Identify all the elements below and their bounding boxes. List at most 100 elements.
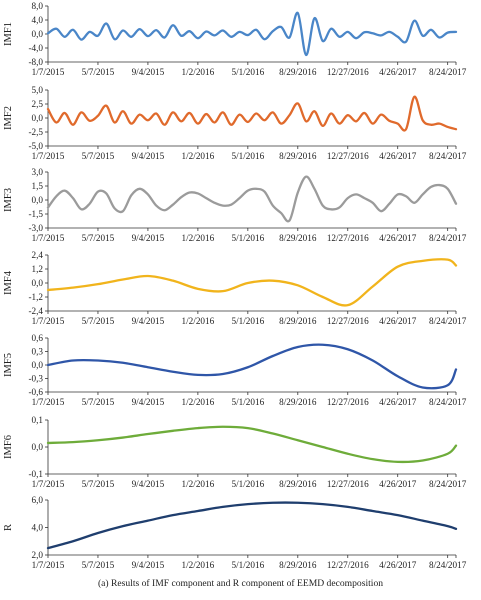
y-tick-label: 8,0 <box>32 1 44 11</box>
y-tick-label: 0,0 <box>32 195 44 205</box>
panel-imf2: 5,0 2,5 0,0 -2,5 -5,0 IMF2 1/7/2015 5/7/2015 9/4… <box>3 85 467 161</box>
x-tick-label: 1/7/2015 <box>32 316 65 326</box>
panel-r: 6,0 4,0 2,0 R 1/7/2015 5/7/2015 9/4/2015 1/2/20… <box>3 495 467 570</box>
figure-caption: (a) Results of IMF component and R compo… <box>98 578 383 589</box>
x-tick-label: 8/29/2016 <box>279 233 317 243</box>
x-tick-label: 12/27/2016 <box>327 560 369 570</box>
x-tick-label: 5/7/2015 <box>82 233 115 243</box>
series-line-imf2 <box>46 95 458 132</box>
x-tick-label: 1/2/2016 <box>182 479 215 489</box>
y-tick-label: 4,0 <box>32 523 44 533</box>
series-line-imf5 <box>46 343 458 390</box>
y-tick-label: -4,0 <box>28 43 43 53</box>
y-tick-label: 0,0 <box>32 278 44 288</box>
x-tick-label: 12/27/2016 <box>327 479 369 489</box>
x-tick-label: 9/4/2015 <box>132 67 165 77</box>
y-tick-label: -0,6 <box>28 387 43 397</box>
y-tick-label: 5,0 <box>32 85 44 95</box>
x-tick-label: 8/29/2016 <box>279 560 317 570</box>
x-tick-label: 4/26/2017 <box>379 479 417 489</box>
y-tick-label: 2,0 <box>32 550 44 560</box>
x-tick-label: 8/29/2016 <box>279 316 317 326</box>
x-tick-label: 9/4/2015 <box>132 479 165 489</box>
y-tick-label: 1,5 <box>32 181 44 191</box>
y-tick-label: 2,5 <box>32 99 44 109</box>
x-tick-label: 8/29/2016 <box>279 67 317 77</box>
y-axis-title: R <box>3 524 14 531</box>
x-tick-label: 5/7/2015 <box>82 151 115 161</box>
series-line-r <box>46 501 458 550</box>
series-line-imf1 <box>46 11 458 57</box>
x-tick-label: 12/27/2016 <box>327 233 369 243</box>
x-tick-label: 5/7/2015 <box>82 560 115 570</box>
series-line-imf6 <box>46 425 458 464</box>
x-tick-label: 5/1/2016 <box>232 479 265 489</box>
series-line-imf3 <box>46 175 458 223</box>
x-tick-label: 1/2/2016 <box>182 397 215 407</box>
x-tick-label: 4/26/2017 <box>379 397 417 407</box>
x-tick-label: 5/1/2016 <box>232 151 265 161</box>
x-tick-label: 9/4/2015 <box>132 560 165 570</box>
y-axis-title: IMF2 <box>3 106 14 130</box>
x-tick-label: 8/24/2017 <box>429 560 467 570</box>
y-tick-label: 0,1 <box>32 415 44 425</box>
x-tick-label: 5/1/2016 <box>232 560 265 570</box>
y-tick-label: 6,0 <box>32 495 44 505</box>
x-tick-label: 12/27/2016 <box>327 151 369 161</box>
series-line-imf4 <box>46 258 458 307</box>
y-tick-label: 2,4 <box>32 250 44 260</box>
x-tick-label: 1/7/2015 <box>32 67 65 77</box>
x-tick-label: 5/7/2015 <box>82 397 115 407</box>
x-tick-label: 5/7/2015 <box>82 67 115 77</box>
x-tick-label: 8/24/2017 <box>429 151 467 161</box>
y-tick-label: -2,5 <box>28 127 43 137</box>
y-tick-label: -5,0 <box>28 141 43 151</box>
x-tick-label: 9/4/2015 <box>132 316 165 326</box>
x-tick-label: 8/24/2017 <box>429 316 467 326</box>
y-tick-label: 4,0 <box>32 15 44 25</box>
y-axis-title: IMF3 <box>3 188 14 212</box>
x-tick-label: 4/26/2017 <box>379 67 417 77</box>
x-tick-label: 12/27/2016 <box>327 397 369 407</box>
x-tick-label: 1/2/2016 <box>182 67 215 77</box>
x-tick-label: 12/27/2016 <box>327 316 369 326</box>
x-tick-label: 8/29/2016 <box>279 397 317 407</box>
y-tick-label: 1,2 <box>32 264 44 274</box>
x-tick-label: 1/2/2016 <box>182 233 215 243</box>
x-tick-label: 1/7/2015 <box>32 233 65 243</box>
y-tick-label: -0,1 <box>28 469 43 479</box>
panel-imf3: 3,0 1,5 0,0 -1,5 -3,0 IMF3 1/7/2015 5/7/2015 9/4… <box>3 167 467 243</box>
x-tick-label: 8/29/2016 <box>279 151 317 161</box>
y-tick-label: -1,5 <box>28 209 43 219</box>
x-tick-label: 1/2/2016 <box>182 316 215 326</box>
x-tick-label: 5/1/2016 <box>232 316 265 326</box>
y-tick-label: 0,0 <box>32 442 44 452</box>
y-tick-label: 3,0 <box>32 167 44 177</box>
y-tick-label: 0,0 <box>32 29 44 39</box>
y-tick-label: -1,2 <box>28 292 43 302</box>
x-tick-label: 9/4/2015 <box>132 397 165 407</box>
y-tick-label: 0,3 <box>32 347 44 357</box>
panel-imf5: 0,6 0,3 0,0 -0,3 -0,6 IMF5 1/7/2015 5/7/2015 9/4… <box>3 333 467 407</box>
x-tick-label: 8/24/2017 <box>429 67 467 77</box>
y-axis-title: IMF5 <box>3 353 14 377</box>
x-tick-label: 8/29/2016 <box>279 479 317 489</box>
x-tick-label: 1/2/2016 <box>182 151 215 161</box>
y-axis-title: IMF1 <box>3 22 14 46</box>
x-tick-label: 9/4/2015 <box>132 233 165 243</box>
panel-imf1: 8,0 4,0 0,0 -4,0 -8,0 IMF1 1/7/2015 5/7/2015 9/4… <box>3 1 467 77</box>
x-tick-label: 4/26/2017 <box>379 316 417 326</box>
x-tick-label: 1/7/2015 <box>32 560 65 570</box>
x-tick-label: 1/2/2016 <box>182 560 215 570</box>
x-tick-label: 8/24/2017 <box>429 397 467 407</box>
x-tick-label: 1/7/2015 <box>32 397 65 407</box>
panel-imf6: 0,1 0,0 -0,1 IMF6 1/7/2015 5/7/2015 9/4/2015 1/… <box>3 415 467 489</box>
x-tick-label: 4/26/2017 <box>379 233 417 243</box>
y-tick-label: -2,4 <box>28 306 43 316</box>
x-tick-label: 9/4/2015 <box>132 151 165 161</box>
x-tick-label: 8/24/2017 <box>429 233 467 243</box>
x-tick-label: 5/1/2016 <box>232 67 265 77</box>
x-tick-label: 1/7/2015 <box>32 151 65 161</box>
x-tick-label: 5/7/2015 <box>82 479 115 489</box>
